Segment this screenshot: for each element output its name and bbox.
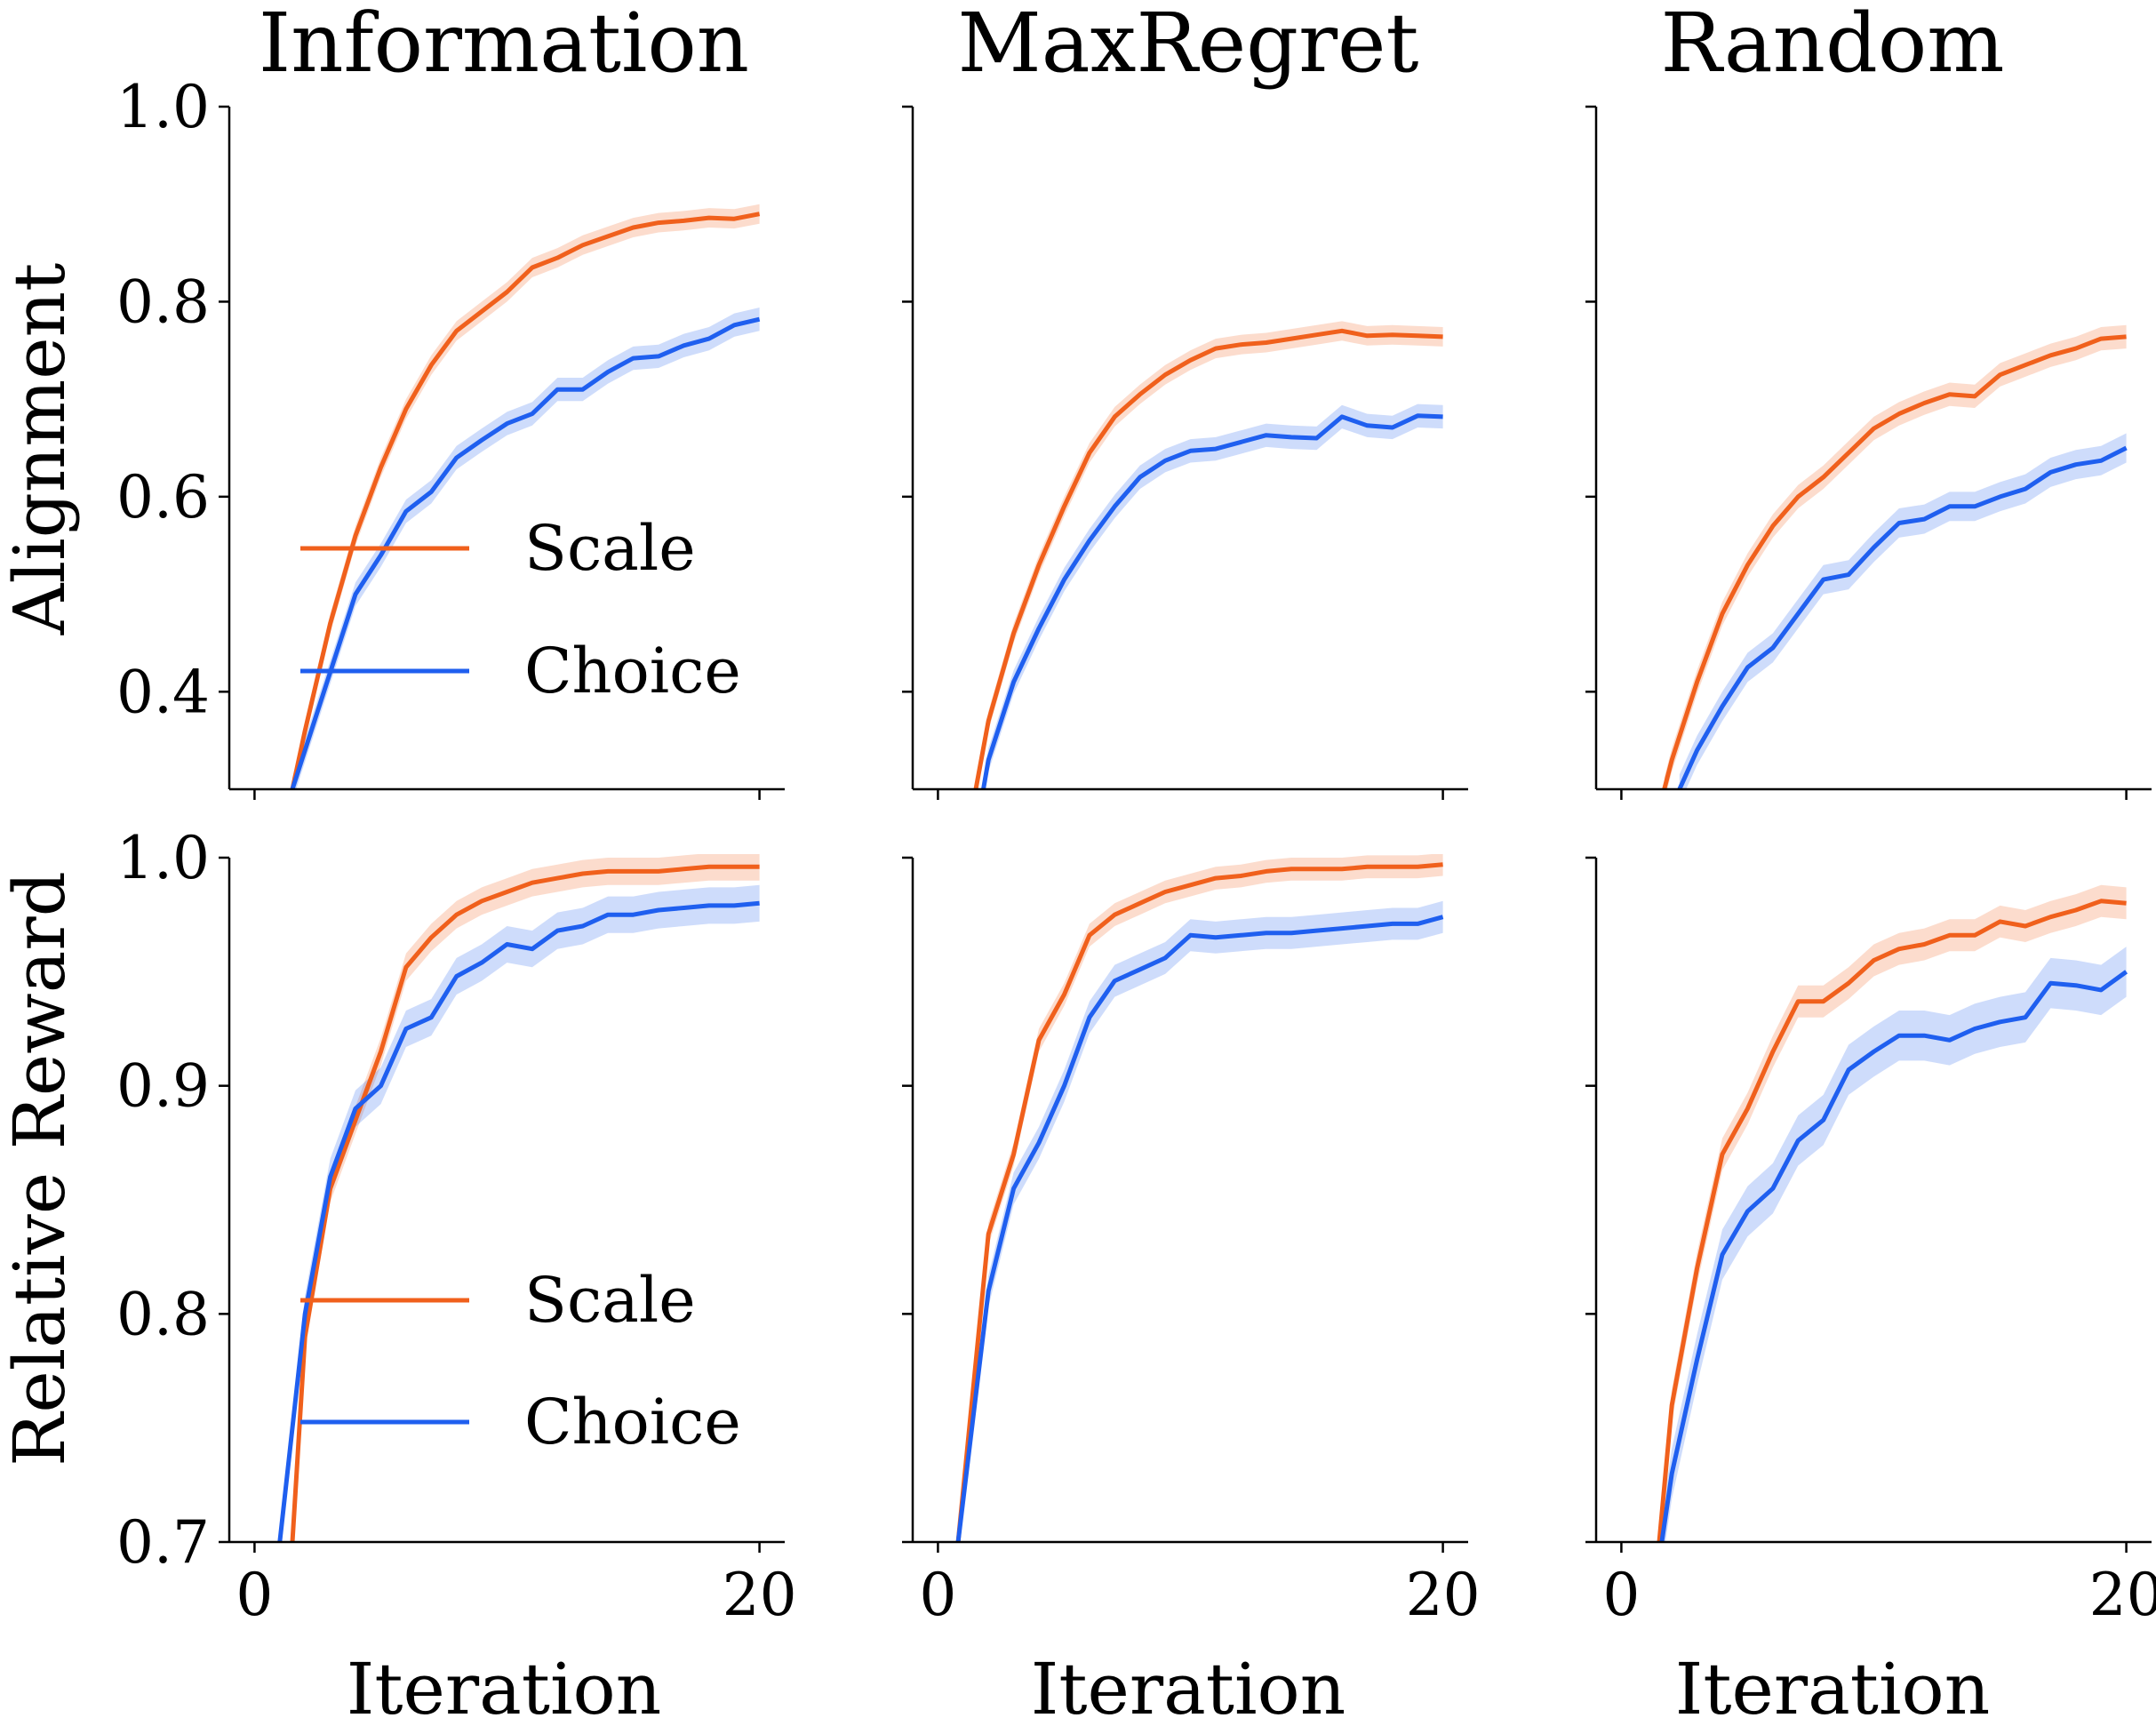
panel-alignment-information: 0.4 0.6 0.8 1.0 Scale Choice [116, 73, 785, 800]
plot-area [955, 854, 1444, 1542]
row-label-alignment: Alignment [0, 263, 81, 636]
column-title-maxregret: MaxRegret [958, 0, 1419, 91]
x-axis-label-maxregret: Iteration [1031, 1648, 1346, 1718]
y-tick-label: 0.8 [116, 1280, 210, 1348]
plot-area [277, 854, 760, 1542]
series-line-scale [973, 328, 1443, 789]
plot-area [1657, 884, 2128, 1542]
series-line-choice [277, 900, 760, 1542]
panel-relative-reward-information: 0.7 0.8 0.9 1.0 0 20 Scale Choice [116, 824, 797, 1629]
row-label-relative-reward: Relative Reward [0, 871, 81, 1466]
panel-relative-reward-maxregret: 0 20 [902, 854, 1481, 1629]
series-line-choice [981, 413, 1443, 789]
series-line-choice [1677, 445, 2128, 789]
legend-label-choice: Choice [524, 1386, 741, 1458]
y-tick-label: 0.4 [116, 658, 210, 726]
column-title-information: Information [259, 0, 749, 91]
series-band-choice [1679, 433, 2127, 789]
series-line-scale [290, 212, 761, 789]
x-tick-label: 20 [2089, 1561, 2156, 1629]
x-tick-label: 20 [723, 1561, 797, 1629]
series-band-choice [279, 884, 760, 1542]
series-band-choice [1661, 947, 2127, 1542]
y-tick-label: 0.7 [116, 1508, 210, 1577]
series-line-choice [290, 316, 761, 789]
panel-relative-reward-random: 0 20 [1585, 856, 2156, 1629]
x-axis-label-random: Iteration [1675, 1648, 1990, 1718]
plot-area [973, 321, 1443, 789]
x-tick-label: 0 [919, 1561, 956, 1629]
series-line-scale [1662, 334, 2127, 789]
plot-area [1662, 324, 2128, 789]
x-tick-label: 0 [1602, 1561, 1640, 1629]
series-line-choice [955, 915, 1444, 1542]
panel-alignment-random [1585, 105, 2152, 800]
y-tick-label: 1.0 [116, 824, 210, 892]
legend-label-choice: Choice [524, 635, 741, 707]
legend-label-scale: Scale [524, 1264, 696, 1337]
column-title-random: Random [1660, 0, 2004, 91]
y-tick-label: 0.9 [116, 1052, 210, 1121]
x-tick-label: 0 [236, 1561, 273, 1629]
x-tick-label: 20 [1406, 1561, 1481, 1629]
y-tick-label: 0.6 [116, 463, 210, 531]
series-line-choice [1659, 970, 2128, 1542]
series-line-scale [290, 864, 760, 1542]
panel-alignment-maxregret [902, 105, 1468, 800]
y-tick-label: 0.8 [116, 268, 210, 336]
x-axis-label-information: Iteration [347, 1648, 661, 1718]
series-line-scale [955, 862, 1443, 1542]
legend-label-scale: Scale [524, 512, 696, 585]
series-line-scale [1657, 899, 2127, 1542]
y-tick-label: 1.0 [116, 73, 210, 141]
